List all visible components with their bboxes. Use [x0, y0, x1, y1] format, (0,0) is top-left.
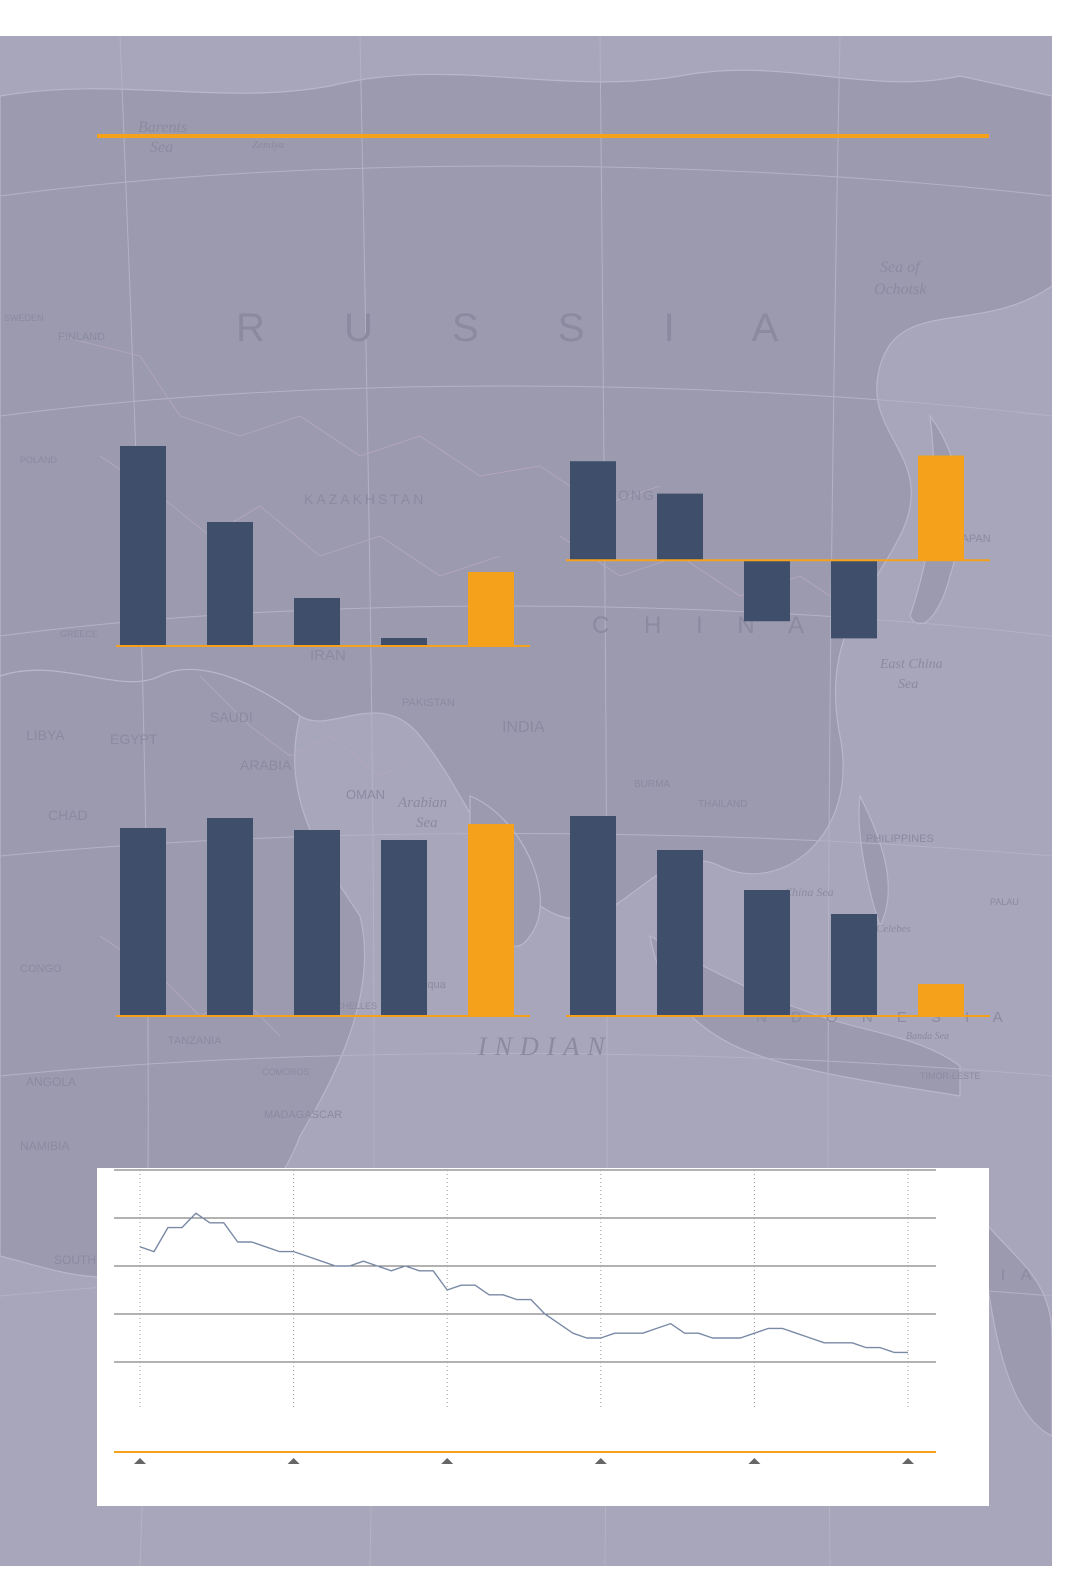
map-label-zemlya: Zemlya — [252, 139, 285, 151]
map-label-thailand: THAILAND — [698, 799, 748, 810]
map-label-arabian: Arabian — [398, 795, 448, 811]
map-label-sweden: SWEDEN — [4, 313, 44, 323]
bar-bottom-left-5 — [468, 824, 514, 1016]
map-label-okhotsk-sea: Ochotsk — [874, 281, 927, 298]
map-label-poland: POLAND — [20, 455, 58, 465]
top-accent-rule — [97, 134, 989, 138]
bar-top-left-1 — [120, 446, 166, 646]
map-label-east-china-sea: Sea — [898, 677, 919, 692]
map-label-russia: R U S S I A — [236, 306, 813, 350]
map-label-arabian-sea: Sea — [416, 815, 438, 831]
map-label-banda: Banda Sea — [906, 1031, 950, 1042]
bar-bottom-left-4 — [381, 840, 427, 1016]
map-label-namibia: NAMIBIA — [20, 1139, 70, 1153]
bar-bottom-right-4 — [831, 914, 877, 1016]
line-chart-series — [139, 1212, 908, 1354]
bar-bottom-right-1 — [570, 816, 616, 1016]
bar-top-right-4 — [831, 560, 877, 639]
map-label-lia: L I A — [976, 1267, 1038, 1284]
line-chart-tick-marker-0 — [134, 1458, 146, 1464]
map-label-comoros: COMOROS — [262, 1067, 310, 1077]
line-chart-tick-marker-4 — [748, 1458, 761, 1464]
map-label-palau: PALAU — [990, 897, 1019, 907]
bar-bottom-right-3 — [744, 890, 790, 1016]
map-label-finland: FINLAND — [58, 331, 106, 343]
bar-top-right-2 — [657, 493, 703, 561]
line-chart-tick-marker-2 — [441, 1458, 454, 1464]
bar-top-right-1 — [570, 461, 616, 561]
bar-top-left-3 — [294, 598, 340, 646]
map-label-india: INDIA — [502, 719, 545, 736]
map-label-arabia: ARABIA — [240, 757, 292, 773]
map-label-madagascar: MADAGASCAR — [264, 1109, 343, 1121]
map-label-barents: Barents — [138, 119, 188, 136]
map-label-libya: LIBYA — [26, 727, 65, 743]
map-label-south-africa: SOUTH A — [54, 1253, 107, 1267]
map-label-greece: GREECE — [60, 629, 99, 639]
bar-bottom-right-5 — [918, 984, 964, 1016]
map-label-angola: ANGOLA — [26, 1075, 77, 1089]
map-label-kong: ONG — [618, 487, 656, 503]
map-label-oman: OMAN — [346, 787, 385, 802]
map-label-south-china: China Sea — [784, 885, 834, 899]
map-label-japan: JAPAN — [956, 533, 991, 545]
bar-top-left-2 — [207, 522, 253, 646]
line-chart-tick-marker-3 — [594, 1458, 607, 1464]
map-label-egypt: EGYPT — [110, 731, 158, 747]
map-label-indian: INDIAN — [478, 1032, 613, 1061]
map-label-congo: CONGO — [20, 963, 62, 975]
bar-top-right-3 — [744, 560, 790, 622]
map-label-okhotsk: Sea of — [880, 259, 920, 276]
bar-bottom-left-2 — [207, 818, 253, 1016]
map-label-timor: TIMOR-LESTE — [920, 1071, 981, 1081]
map-label-tanzania: TANZANIA — [168, 1035, 222, 1047]
map-label-pakistan: PAKISTAN — [402, 697, 455, 709]
bar-bottom-left-3 — [294, 830, 340, 1016]
map-label-philippines: PHILIPPINES — [866, 833, 934, 845]
map-label-equator: Equa — [420, 979, 446, 991]
map-label-barents-sea: Sea — [150, 139, 174, 156]
map-label-burma: BURMA — [634, 779, 671, 790]
line-chart-panel — [97, 1168, 989, 1506]
bar-top-left-4 — [381, 638, 427, 646]
map-label-celebes: Celebes — [876, 923, 911, 935]
line-chart-tick-marker-5 — [902, 1458, 914, 1464]
map-label-seychelles: SEYCHELLES — [318, 1001, 378, 1011]
map-label-kazakhstan: KAZAKHSTAN — [304, 491, 427, 507]
map-label-iran: IRAN — [310, 647, 346, 664]
map-label-east-china: East China — [880, 657, 943, 672]
map-label-chad: CHAD — [48, 807, 88, 823]
map-label-saudi: SAUDI — [210, 709, 253, 725]
bar-top-left-5 — [468, 572, 514, 646]
bar-bottom-left-1 — [120, 828, 166, 1016]
bar-top-right-5 — [918, 455, 964, 561]
line-chart-tick-marker-1 — [287, 1458, 300, 1464]
bar-bottom-right-2 — [657, 850, 703, 1016]
